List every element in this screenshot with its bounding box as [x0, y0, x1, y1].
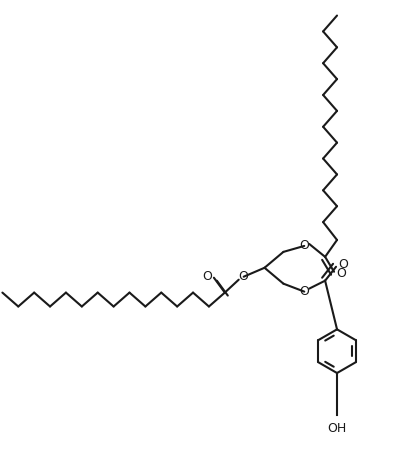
Text: O: O: [336, 267, 346, 280]
Text: O: O: [299, 239, 309, 252]
Text: O: O: [299, 285, 309, 298]
Text: OH: OH: [328, 422, 347, 435]
Text: O: O: [202, 270, 212, 283]
Text: O: O: [338, 258, 348, 271]
Text: O: O: [239, 270, 249, 283]
